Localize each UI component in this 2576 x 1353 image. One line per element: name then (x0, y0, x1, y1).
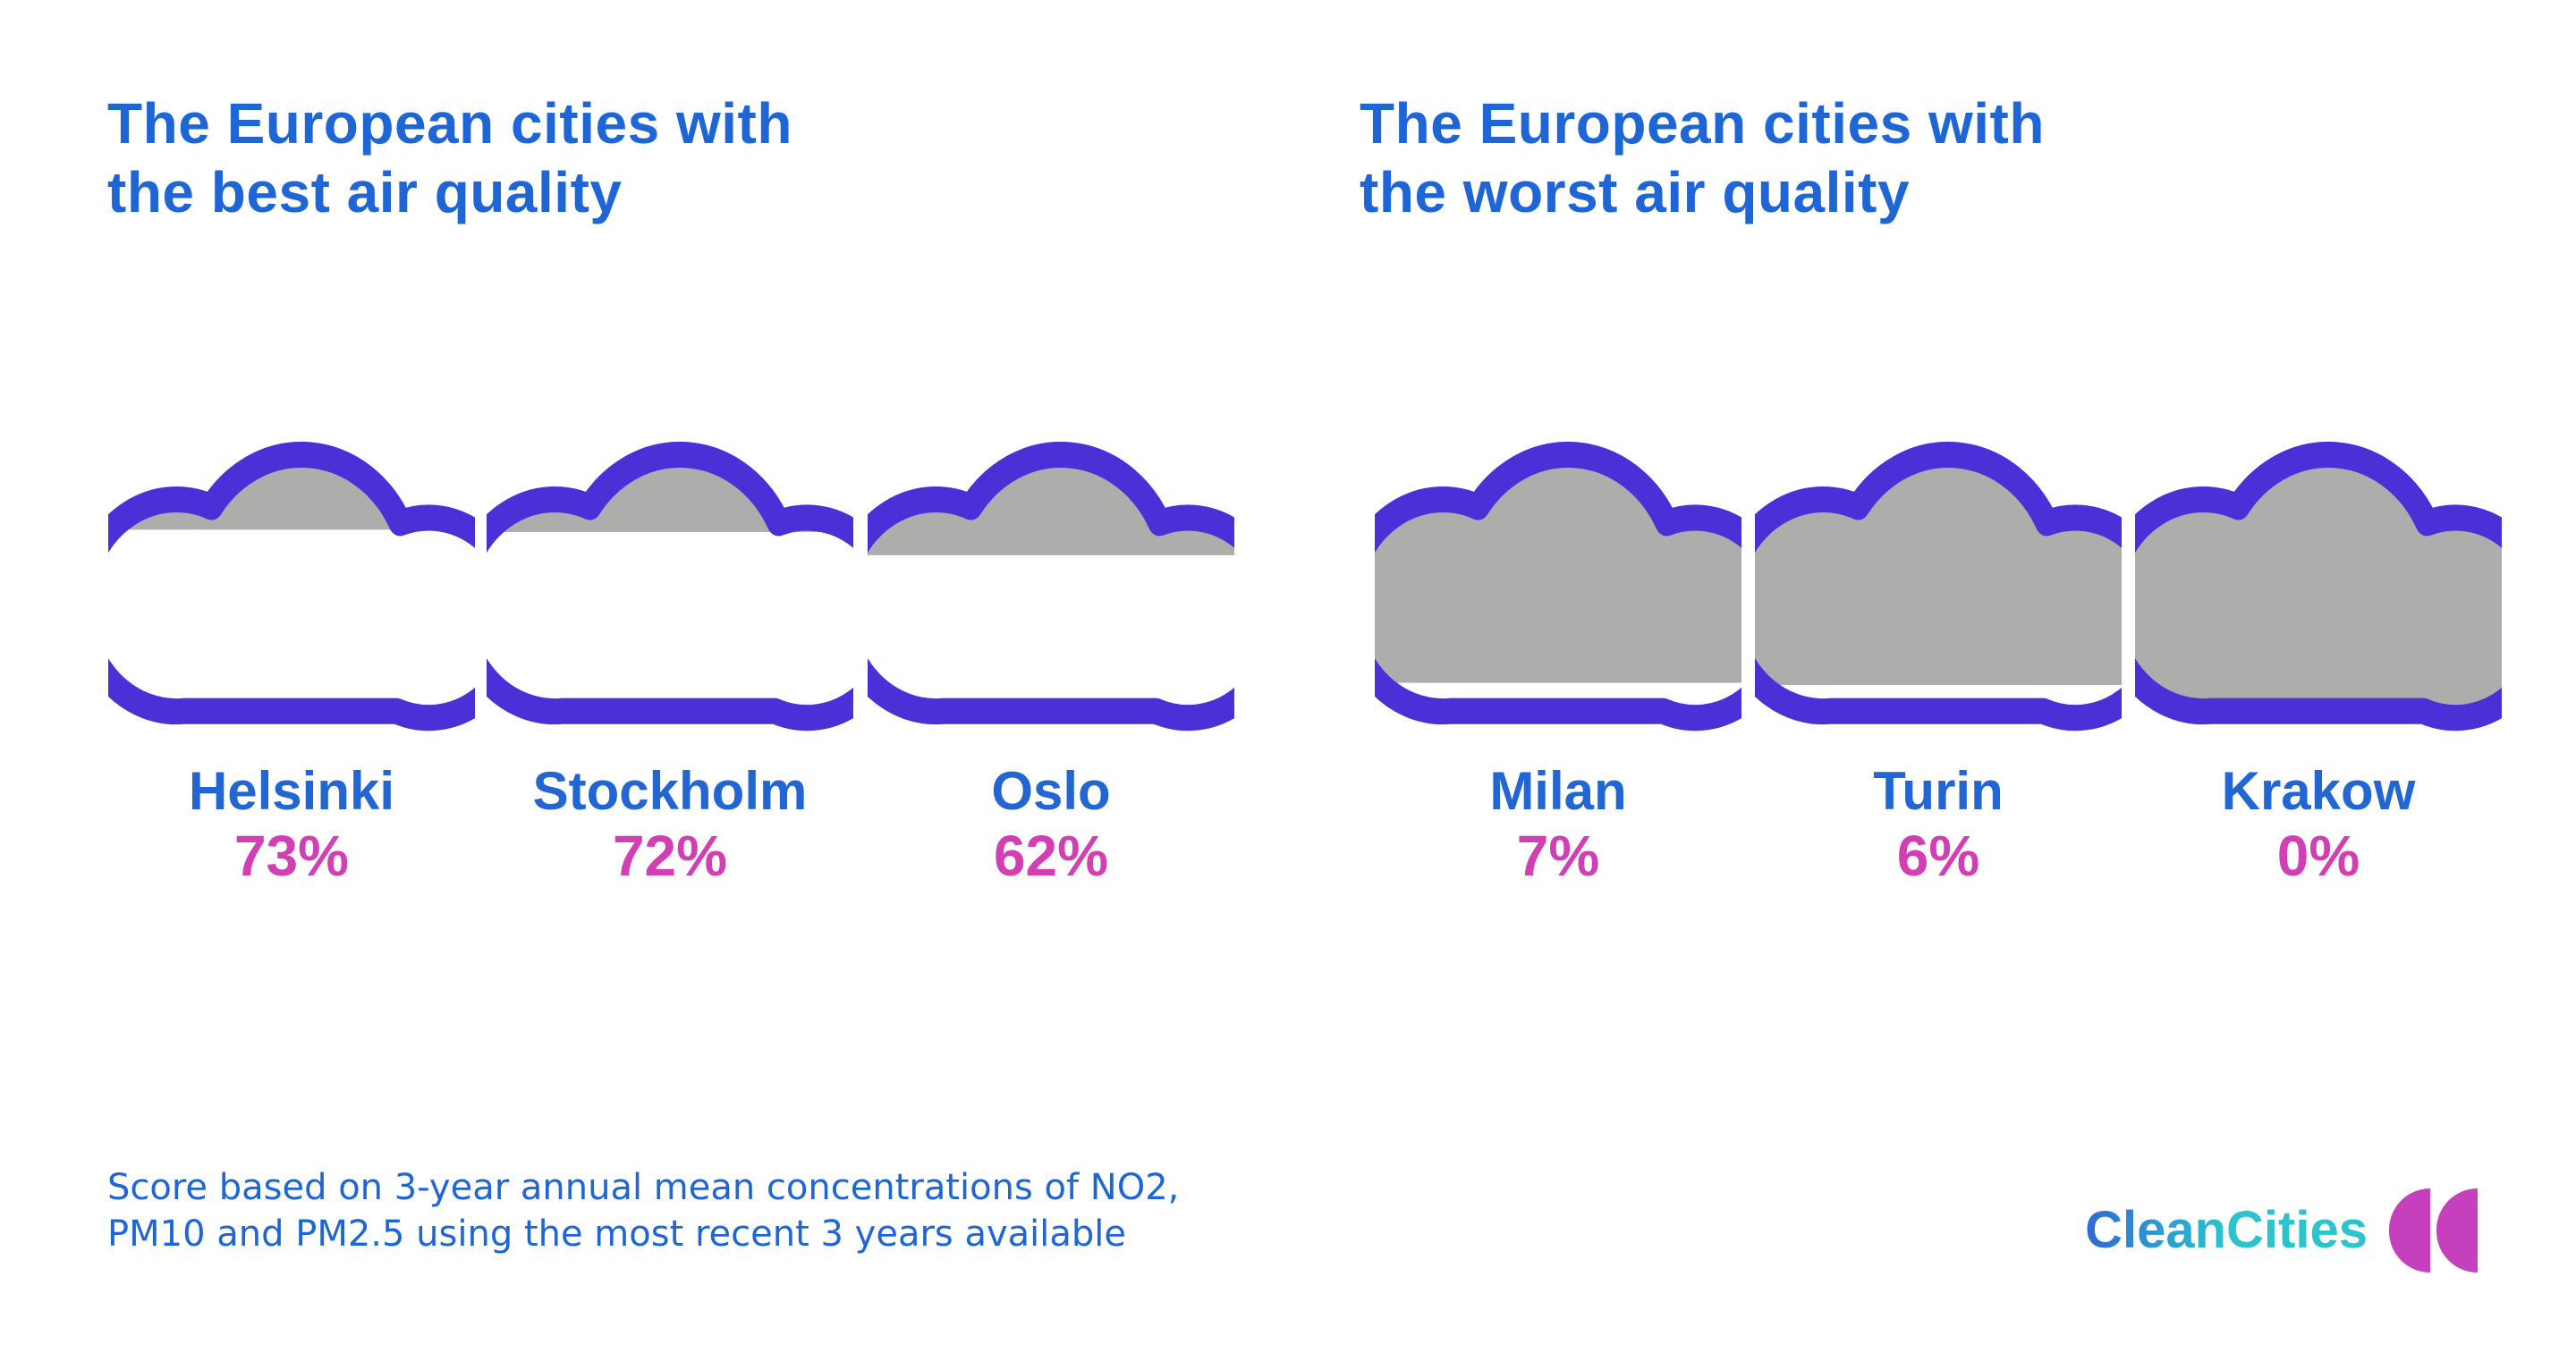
city-column-milan: Milan 7% (1375, 431, 1741, 889)
city-score-oslo: 62% (993, 824, 1109, 888)
worst-air-quality-title: The European cities with the worst air q… (1360, 89, 2045, 227)
city-column-turin: Turin 6% (1755, 431, 2122, 889)
clean-cities-logo-icon (2389, 1188, 2478, 1273)
logo-word-clean: Clean (2085, 1201, 2227, 1259)
cloud-icon-turin (1755, 431, 2122, 735)
city-score-milan: 7% (1516, 824, 1600, 888)
best-title-line2: the best air quality (107, 160, 623, 224)
methodology-footnote: Score based on 3-year annual mean concen… (107, 1164, 1179, 1257)
city-score-krakow: 0% (2276, 824, 2360, 888)
cloud-icon-milan (1375, 431, 1741, 735)
city-score-helsinki: 73% (233, 824, 350, 888)
city-name-milan: Milan (1489, 761, 1627, 821)
half-disk-icon (2436, 1188, 2478, 1273)
city-column-krakow: Krakow 0% (2135, 431, 2502, 889)
city-score-turin: 6% (1896, 824, 1980, 888)
footnote-line1: Score based on 3-year annual mean concen… (107, 1167, 1180, 1208)
worst-title-line2: the worst air quality (1360, 160, 1911, 224)
city-column-stockholm: Stockholm 72% (487, 431, 853, 889)
cloud-icon-krakow (2135, 431, 2502, 735)
cloud-icon-oslo (868, 431, 1234, 735)
city-name-oslo: Oslo (991, 761, 1111, 821)
city-name-turin: Turin (1873, 761, 2004, 821)
best-air-quality-title: The European cities with the best air qu… (107, 89, 792, 227)
clean-cities-logo: CleanCities (2085, 1188, 2478, 1273)
cloud-icon-helsinki (108, 431, 475, 735)
cloud-icon-stockholm (487, 431, 853, 735)
logo-word-cities: Cities (2226, 1201, 2368, 1259)
city-score-stockholm: 72% (612, 824, 728, 888)
worst-title-line1: The European cities with (1360, 91, 2045, 156)
footnote-line2: PM10 and PM2.5 using the most recent 3 y… (107, 1213, 1127, 1255)
city-name-krakow: Krakow (2221, 761, 2416, 821)
best-title-line1: The European cities with (107, 91, 792, 156)
city-column-oslo: Oslo 62% (868, 431, 1234, 889)
city-column-helsinki: Helsinki 73% (108, 431, 475, 889)
city-name-stockholm: Stockholm (532, 761, 808, 821)
city-name-helsinki: Helsinki (188, 761, 395, 821)
half-disk-icon (2389, 1188, 2430, 1273)
clean-cities-wordmark: CleanCities (2085, 1188, 2368, 1273)
